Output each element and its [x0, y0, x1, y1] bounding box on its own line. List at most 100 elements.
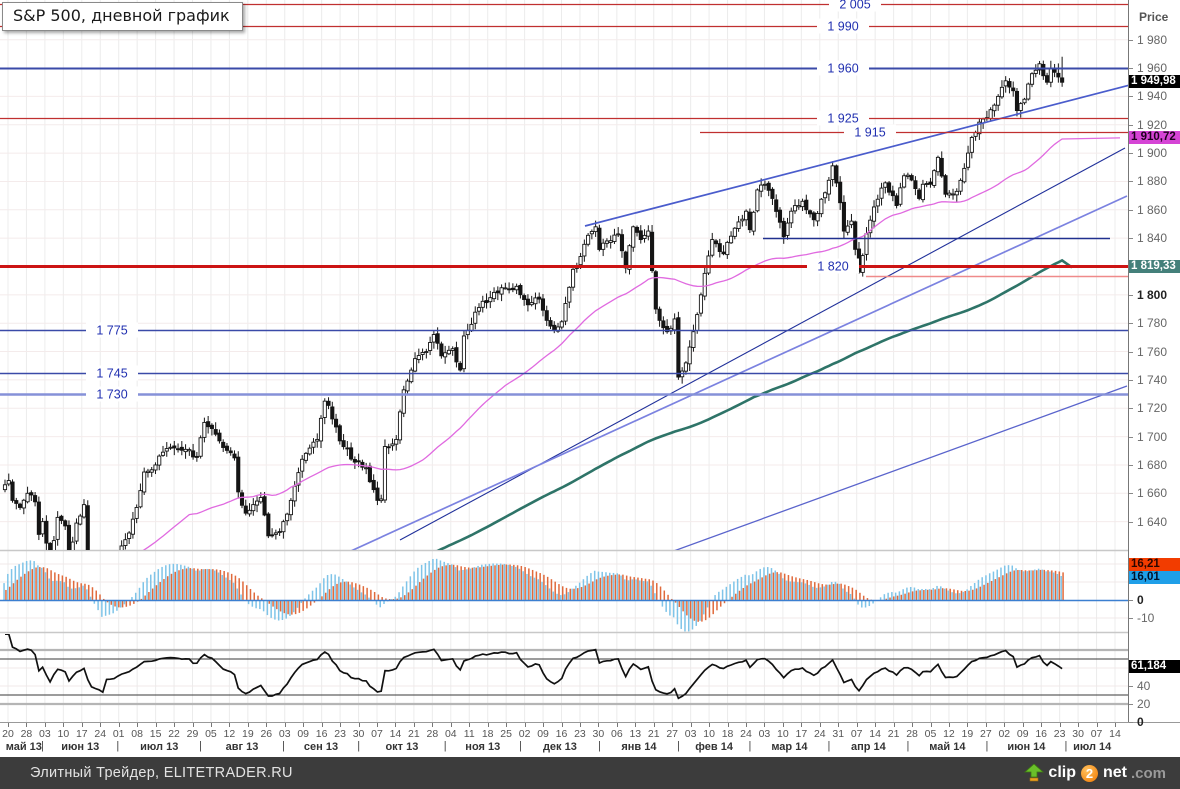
level-line-1925[interactable]: 1 925 [0, 110, 1128, 126]
day-label: 05 [924, 728, 937, 740]
rsi-value: 61,184 [1129, 659, 1180, 673]
axis-tick-mark [1129, 238, 1133, 240]
time-tick-mark [100, 723, 102, 727]
day-label: 21 [647, 728, 660, 740]
day-label: 24 [813, 728, 826, 740]
level-line-1820[interactable]: 1 820 [0, 258, 1128, 274]
day-label: 13 [629, 728, 642, 740]
time-tick-mark [174, 723, 176, 727]
time-tick-mark [782, 723, 784, 727]
price-tick-1800: 1 800 [1137, 287, 1168, 302]
time-tick-mark [598, 723, 600, 727]
axis-tick-mark [1129, 408, 1133, 410]
day-label: 28 [20, 728, 33, 740]
day-label: 14 [389, 728, 402, 740]
price-tick-1920: 1 920 [1137, 117, 1168, 132]
day-label: 09 [537, 728, 549, 740]
chart-title: S&P 500, дневной график [13, 6, 230, 25]
mid-support-line[interactable] [399, 147, 1126, 541]
day-label: 16 [555, 728, 568, 740]
time-tick-mark [635, 723, 637, 727]
month-separator: | [281, 740, 285, 752]
day-label: 19 [242, 728, 254, 740]
time-tick-mark [856, 723, 858, 727]
ma200-value: 1 819,33 [1129, 260, 1180, 274]
macd-tick--10: -10 [1137, 611, 1155, 625]
axis-tick-mark [1129, 686, 1133, 687]
day-label: 02 [998, 728, 1011, 740]
time-tick-mark [137, 723, 139, 727]
price-tick-1680: 1 680 [1137, 457, 1168, 472]
rsi-line [4, 634, 1063, 700]
price-axis[interactable]: Price 1 980 1 960 1 940 1 920 1 900 1 880 1 86… [1129, 0, 1180, 729]
time-tick-mark [985, 723, 987, 727]
price-tick-1900: 1 900 [1137, 146, 1168, 161]
lower-support-line[interactable] [340, 195, 1128, 556]
time-tick-mark [746, 723, 747, 727]
time-tick-mark [838, 723, 840, 727]
day-label: 26 [260, 728, 273, 740]
axis-tick-mark [1129, 294, 1133, 296]
day-label: 06 [611, 728, 623, 740]
day-label: 23 [574, 728, 586, 740]
day-label: 05 [205, 728, 217, 740]
level-line-1960[interactable]: 1 960 [0, 60, 1128, 76]
time-tick-mark [727, 723, 729, 727]
logo-two: 2 [1080, 764, 1098, 782]
time-tick-mark [266, 723, 268, 727]
month-label: июн 13 [61, 741, 100, 753]
time-tick-mark [210, 723, 212, 727]
time-tick-mark [1078, 723, 1080, 727]
long-support-line[interactable] [660, 385, 1128, 556]
time-tick-mark [81, 723, 83, 727]
time-tick-mark [930, 723, 932, 727]
price-axis-border [1128, 0, 1129, 757]
svg-text:1 820: 1 820 [817, 260, 848, 274]
ma200-line [436, 258, 1073, 550]
day-label: 17 [795, 728, 808, 740]
day-label: 30 [352, 728, 365, 740]
day-label: 20 [2, 728, 14, 740]
day-label: 10 [703, 728, 715, 740]
day-label: 10 [57, 728, 70, 740]
level-line-1915[interactable]: 1 915 [700, 124, 1128, 140]
day-label: 12 [223, 728, 236, 740]
time-tick-mark [63, 723, 65, 727]
time-tick-mark [912, 723, 914, 727]
day-label: 09 [297, 728, 310, 740]
month-separator: | [199, 740, 203, 752]
level-line-1745[interactable]: 1 745 [0, 365, 1128, 381]
day-label: 07 [1090, 728, 1103, 740]
time-tick-mark [893, 723, 895, 727]
price-tick-1660: 1 660 [1137, 486, 1168, 501]
time-tick-mark [524, 723, 526, 727]
month-separator: | [827, 740, 831, 752]
day-label: 15 [149, 728, 162, 740]
day-label: 07 [850, 728, 863, 740]
time-tick-mark [764, 723, 766, 727]
last-price: 1 949,98 [1129, 75, 1180, 89]
time-tick-mark [377, 723, 378, 727]
level-line-1775[interactable]: 1 775 [0, 322, 1128, 338]
level-line-1730[interactable]: 1 730 [0, 386, 1128, 402]
price-tick-1960: 1 960 [1137, 61, 1168, 76]
footer-source-text: Элитный Трейдер, ELITETRADER.RU [30, 765, 293, 781]
svg-text:1 730: 1 730 [96, 388, 127, 402]
month-label: дек 13 [542, 741, 577, 753]
day-label: 19 [961, 728, 974, 740]
month-label: апр 14 [850, 741, 886, 753]
time-axis[interactable]: 20 28 03 10 17 24 01 08 15 22 29 05 12 19 26 03 09 16 23 30… [0, 722, 1180, 758]
axis-tick-mark [1129, 436, 1133, 438]
day-label: 24 [94, 728, 107, 740]
axis-tick-mark [1129, 379, 1133, 381]
day-label: 03 [278, 728, 291, 740]
month-separator: | [985, 740, 989, 752]
month-label: ноя 13 [465, 741, 501, 753]
day-label: 28 [906, 728, 918, 740]
day-label: 03 [39, 728, 51, 740]
month-separator: | [748, 740, 752, 752]
upper-channel-line[interactable] [584, 84, 1128, 227]
time-tick-mark [1004, 723, 1006, 727]
price-tick-1700: 1 700 [1137, 429, 1168, 444]
